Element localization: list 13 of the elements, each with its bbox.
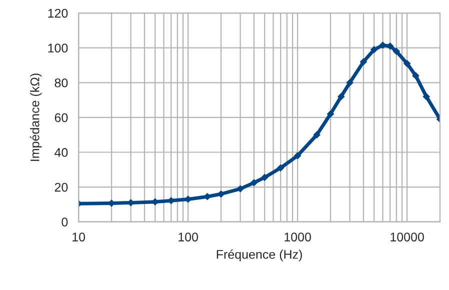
x-axis-title: Fréquence (Hz)	[216, 249, 302, 262]
x-tick-label: 100	[178, 232, 198, 242]
x-tick-label: 10000	[390, 232, 424, 242]
y-tick-label: 80	[54, 78, 68, 88]
y-tick-label: 20	[54, 182, 68, 192]
y-tick-label: 100	[48, 44, 68, 52]
x-tick-label: 1000	[284, 232, 311, 242]
y-tick-label: 60	[54, 113, 68, 122]
y-tick-label: 40	[54, 148, 68, 157]
x-tick-label: 10	[72, 232, 86, 242]
y-tick-label: 0	[62, 218, 68, 226]
y-tick-label: 120	[48, 8, 68, 18]
y-axis-title: Impédance (kΩ)	[30, 74, 42, 161]
